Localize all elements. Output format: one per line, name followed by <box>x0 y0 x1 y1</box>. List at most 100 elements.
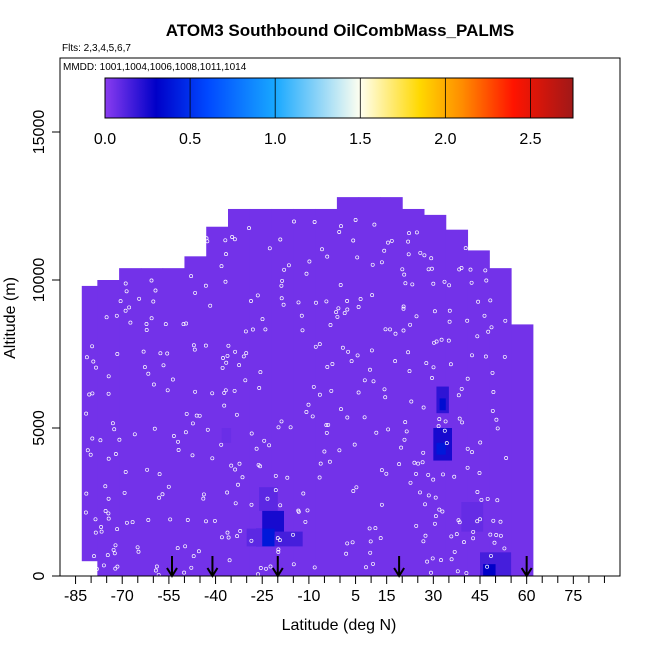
sample-point <box>443 419 448 424</box>
heatmap-cell <box>140 268 164 576</box>
sample-point <box>103 509 108 513</box>
sample-point <box>447 308 452 313</box>
sample-point <box>193 290 198 295</box>
sample-point <box>153 288 158 293</box>
sample-point <box>422 253 427 258</box>
sample-point <box>456 393 461 398</box>
y-axis-label: Altitude (m) <box>2 277 19 359</box>
sample-point <box>407 369 412 374</box>
sample-point <box>346 349 351 354</box>
sample-point <box>442 279 447 284</box>
sample-point <box>301 491 306 496</box>
sample-point <box>276 425 281 430</box>
sample-point <box>233 467 238 472</box>
y-tick-label: 5000 <box>31 410 48 446</box>
sample-point <box>325 365 330 369</box>
sample-point <box>303 519 308 524</box>
heatmap-cell <box>97 280 120 576</box>
sample-point <box>452 474 457 479</box>
sample-point <box>498 519 503 524</box>
heatmap-cell <box>119 268 142 576</box>
sample-point <box>232 388 237 393</box>
sample-point <box>447 283 452 288</box>
sample-point <box>488 532 493 537</box>
sample-point <box>106 374 111 379</box>
sample-point <box>203 283 208 288</box>
sample-point <box>176 448 181 452</box>
heatmap-cell <box>467 250 490 576</box>
sample-point <box>478 517 482 522</box>
x-tick-label: 45 <box>471 588 489 605</box>
sample-point <box>190 421 195 426</box>
sample-point <box>478 440 483 445</box>
heatmap-cell <box>380 197 403 576</box>
sample-point <box>358 297 363 301</box>
sample-point <box>279 283 284 288</box>
sample-points <box>83 218 509 576</box>
sample-point <box>106 496 111 501</box>
sample-point <box>402 272 407 277</box>
sample-point <box>330 362 335 366</box>
sample-point <box>418 250 423 255</box>
sample-point <box>404 429 409 434</box>
sample-point <box>318 461 323 466</box>
sample-point <box>255 293 260 298</box>
sample-point <box>227 558 232 563</box>
heatmap-cell <box>511 324 534 576</box>
heatmap-cell <box>184 256 207 576</box>
sample-point <box>370 262 375 267</box>
colorbar-ticks: 0.0 0.5 1.0 1.5 2.0 2.5 <box>94 78 542 148</box>
sample-point <box>104 315 109 320</box>
sample-point <box>98 438 103 443</box>
plot-area <box>81 197 534 576</box>
heatmap-cell <box>249 208 273 576</box>
sample-point <box>94 365 98 370</box>
sample-point <box>234 412 239 417</box>
sample-point <box>457 416 462 421</box>
sample-point <box>183 544 188 549</box>
sample-point <box>317 342 322 347</box>
sample-point <box>431 365 436 370</box>
sample-point <box>225 353 230 358</box>
sample-point <box>410 282 415 287</box>
sample-point <box>397 462 402 467</box>
colorbar-gradient <box>104 77 574 119</box>
sample-point <box>254 446 259 451</box>
sample-point <box>243 329 248 334</box>
x-tick-label: -40 <box>204 588 227 605</box>
sample-point <box>260 317 265 322</box>
sample-point <box>310 414 315 419</box>
sample-point <box>292 219 296 224</box>
sample-point <box>327 459 332 464</box>
sample-point <box>364 565 368 570</box>
sample-point <box>144 322 149 326</box>
sample-point <box>267 246 272 251</box>
sample-point <box>249 502 254 507</box>
colorbar-tick-label: 1.5 <box>349 131 371 148</box>
sample-point <box>324 299 329 304</box>
x-tick-label: -25 <box>251 588 274 605</box>
sample-point <box>146 518 151 522</box>
sample-point <box>225 490 230 495</box>
sample-point <box>230 235 235 239</box>
sample-point <box>490 408 495 413</box>
sample-point <box>145 467 150 472</box>
sample-point <box>288 425 293 430</box>
sample-point <box>241 354 246 359</box>
sample-point <box>171 434 176 438</box>
sample-point <box>355 353 360 358</box>
sample-point <box>296 508 301 513</box>
sample-point <box>379 468 384 473</box>
sample-point <box>378 536 383 541</box>
sample-point <box>437 507 442 512</box>
sample-point <box>166 484 171 489</box>
sample-point <box>486 329 491 334</box>
sample-point <box>237 461 242 466</box>
sample-point <box>475 519 480 524</box>
sample-point <box>276 549 281 554</box>
sample-point <box>449 534 454 539</box>
sample-point <box>144 328 149 332</box>
sample-point <box>414 230 419 235</box>
sample-point <box>426 493 431 498</box>
